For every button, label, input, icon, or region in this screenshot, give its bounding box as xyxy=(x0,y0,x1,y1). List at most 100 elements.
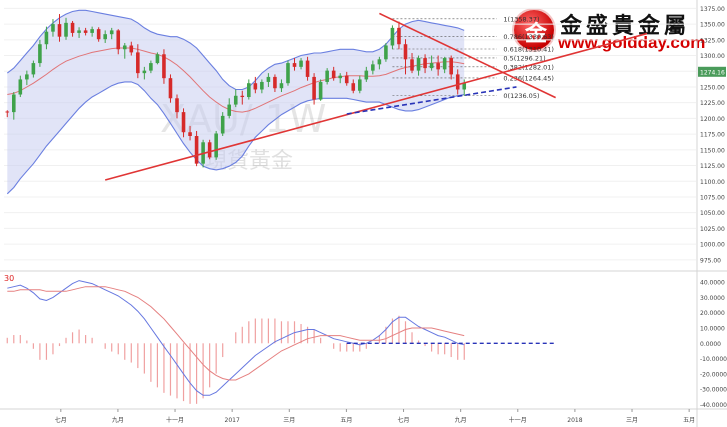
candle-body xyxy=(214,133,218,158)
candle-body xyxy=(188,132,192,136)
candle xyxy=(442,56,447,74)
macd-tick-label: 30.0000 xyxy=(700,295,725,302)
macd-tick-label: 10.0000 xyxy=(700,326,725,333)
candle xyxy=(44,26,49,50)
candle-body xyxy=(273,76,277,89)
candle-body xyxy=(18,79,23,95)
candle xyxy=(377,56,382,70)
candle xyxy=(18,75,23,98)
candle-body xyxy=(227,104,232,116)
candle-body xyxy=(162,54,166,79)
candle-body xyxy=(331,70,336,79)
candle xyxy=(312,73,316,105)
candle-body xyxy=(38,44,42,64)
candle xyxy=(286,60,290,86)
time-tick-label: 2017 xyxy=(225,417,240,424)
price-tick-label: 1200.00 xyxy=(700,116,725,123)
candle xyxy=(455,69,460,95)
macd-line xyxy=(7,280,465,396)
candle-body xyxy=(103,34,107,40)
time-tick-label: 五月 xyxy=(683,417,695,424)
price-tick-label: 1300.00 xyxy=(700,53,725,60)
time-tick-label: 三月 xyxy=(626,417,638,424)
candle-body xyxy=(90,29,94,33)
fib-level-label: 0.5(1296.21) xyxy=(503,54,545,62)
price-tick-label: 1150.00 xyxy=(700,147,725,154)
time-tick-label: 七月 xyxy=(398,416,410,424)
price-tick-label: 1075.00 xyxy=(700,194,725,201)
price-tick-label: 1250.00 xyxy=(700,84,725,91)
candle xyxy=(344,71,349,86)
last-price-label: 1274.16 xyxy=(700,69,725,76)
candle-body xyxy=(305,60,310,77)
candle-body xyxy=(371,64,375,71)
candle-body xyxy=(390,27,395,46)
price-tick-label: 1375.00 xyxy=(700,6,725,13)
candle-body xyxy=(31,63,36,75)
last-price-badge xyxy=(698,66,726,77)
candle-body xyxy=(168,78,173,99)
candle-body xyxy=(109,30,114,35)
macd-label: 30 xyxy=(4,274,14,283)
candle xyxy=(423,54,427,74)
candle xyxy=(168,74,173,103)
macd-tick-label: 20.0000 xyxy=(700,310,725,317)
candle-body xyxy=(64,22,68,37)
candle xyxy=(338,73,343,84)
time-tick-label: 九月 xyxy=(455,416,467,424)
fib-level-label: 0(1236.05) xyxy=(503,92,539,100)
candle-body xyxy=(233,95,238,105)
brand-name: 金盛貴金屬 xyxy=(560,13,691,39)
candle xyxy=(5,110,10,118)
candle xyxy=(136,44,140,79)
price-tick-label: 1000.00 xyxy=(700,242,725,249)
candle xyxy=(357,75,362,94)
candle-body xyxy=(77,30,81,33)
candle-body xyxy=(299,60,303,67)
fib-level-label: 0.236(1264.45) xyxy=(503,74,554,82)
candle-body xyxy=(136,52,140,74)
candle-body xyxy=(455,74,460,90)
moving-average-line xyxy=(7,47,465,113)
brand-logo-icon: 金 xyxy=(514,10,554,50)
candle xyxy=(129,41,134,56)
candle xyxy=(299,58,303,70)
candle xyxy=(266,73,271,87)
candle xyxy=(83,27,88,36)
macd-tick-label: 0.0000 xyxy=(700,341,721,348)
macd-tick-label: -10.0000 xyxy=(700,356,727,363)
candle-body xyxy=(129,45,134,53)
time-tick-label: 十一月 xyxy=(509,416,527,424)
candle xyxy=(64,17,68,40)
candle xyxy=(390,25,395,50)
time-tick-label: 三月 xyxy=(283,417,295,424)
time-tick-label: 九月 xyxy=(112,416,124,424)
candle-body xyxy=(462,83,467,90)
candle-body xyxy=(364,70,369,80)
candle xyxy=(279,79,284,92)
candle-body xyxy=(155,54,160,64)
candle xyxy=(351,79,356,94)
candle xyxy=(416,55,421,76)
candle xyxy=(149,60,153,74)
candle xyxy=(11,92,16,120)
candle xyxy=(331,66,336,81)
fib-level-label: 1(1358.37) xyxy=(503,15,539,23)
candle xyxy=(181,108,186,138)
candle-body xyxy=(149,63,153,71)
candle xyxy=(155,52,160,65)
candle xyxy=(240,90,245,105)
candle-body xyxy=(344,75,349,84)
brand-logo-glyph: 金 xyxy=(525,21,548,47)
time-tick-label: 2018 xyxy=(567,417,582,424)
candle-body xyxy=(175,98,179,113)
candle-body xyxy=(292,63,297,67)
candle-body xyxy=(194,136,199,164)
price-tick-label: 1125.00 xyxy=(700,163,725,170)
candle xyxy=(220,112,225,136)
candle xyxy=(371,60,375,75)
fib-level-label: 0.786(1330.63) xyxy=(503,33,554,41)
price-tick-label: 975.00 xyxy=(700,257,721,264)
candle-body xyxy=(240,95,245,98)
